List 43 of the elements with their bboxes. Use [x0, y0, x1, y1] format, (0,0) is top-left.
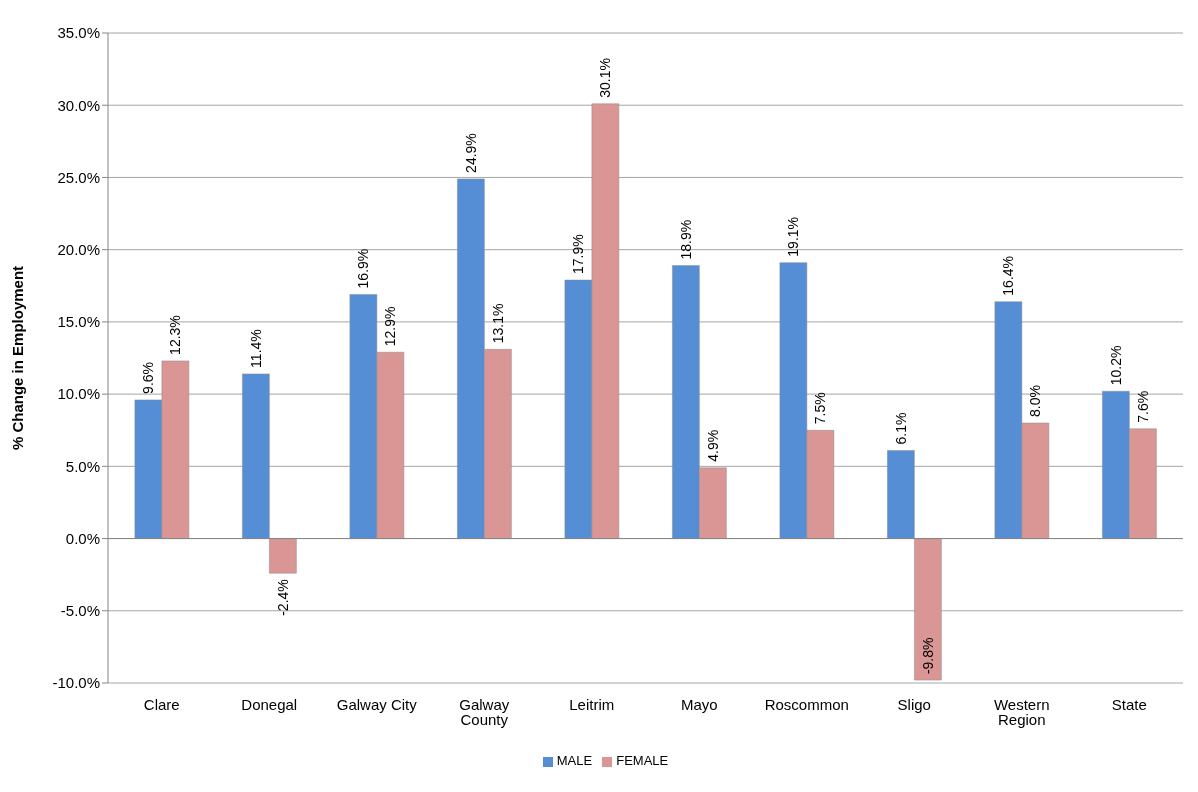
- data-label: 24.9%: [462, 133, 479, 173]
- data-label: 7.5%: [812, 392, 829, 425]
- data-label: 16.4%: [1000, 255, 1017, 296]
- data-label: 16.9%: [355, 248, 372, 289]
- y-tick-label: 0.0%: [65, 529, 100, 547]
- data-label: 12.3%: [167, 315, 184, 355]
- y-axis-title: % Change in Employment: [9, 265, 27, 451]
- x-tick-label: State: [1111, 695, 1147, 713]
- x-tick-label: Galway City: [336, 695, 418, 713]
- x-tick-label: Galway County: [459, 695, 510, 728]
- data-label: 12.9%: [382, 306, 399, 347]
- y-tick-label: 5.0%: [65, 457, 100, 475]
- data-label: 11.4%: [247, 329, 264, 368]
- y-tick-label: -5.0%: [60, 602, 100, 620]
- x-tick-label: Mayo: [680, 695, 718, 713]
- data-label: 13.1%: [489, 303, 506, 344]
- x-tick-label: Sligo: [897, 695, 931, 713]
- y-tick-label: 35.0%: [57, 24, 100, 42]
- x-tick-label: Donegal: [241, 695, 298, 713]
- x-tick-label: Roscommon: [764, 695, 849, 713]
- y-tick-label: 20.0%: [57, 240, 100, 258]
- data-label: 18.9%: [677, 219, 694, 260]
- data-label: 6.1%: [892, 412, 909, 445]
- data-label: -9.8%: [919, 637, 936, 675]
- y-tick-label: -10.0%: [52, 674, 100, 692]
- data-label: 9.6%: [140, 361, 157, 394]
- x-tick-label: Clare: [143, 695, 180, 713]
- y-tick-label: 10.0%: [57, 385, 100, 403]
- x-tick-label: Leitrim: [569, 695, 615, 713]
- x-tick-label: Western Region: [993, 695, 1050, 728]
- y-tick-label: 25.0%: [57, 168, 100, 186]
- legend-label: MALE: [556, 753, 593, 768]
- data-label: 19.1%: [785, 216, 802, 257]
- y-tick-label: 30.0%: [57, 96, 100, 114]
- y-tick-label: 15.0%: [57, 313, 100, 331]
- data-label: 7.6%: [1134, 390, 1151, 423]
- data-label: 10.2%: [1107, 345, 1124, 386]
- data-label: 4.9%: [704, 429, 721, 462]
- data-label: 8.0%: [1027, 385, 1044, 417]
- data-label: -2.4%: [274, 579, 291, 616]
- legend-label: FEMALE: [616, 753, 669, 768]
- data-label: 30.1%: [597, 58, 614, 98]
- data-label: 17.9%: [570, 234, 587, 274]
